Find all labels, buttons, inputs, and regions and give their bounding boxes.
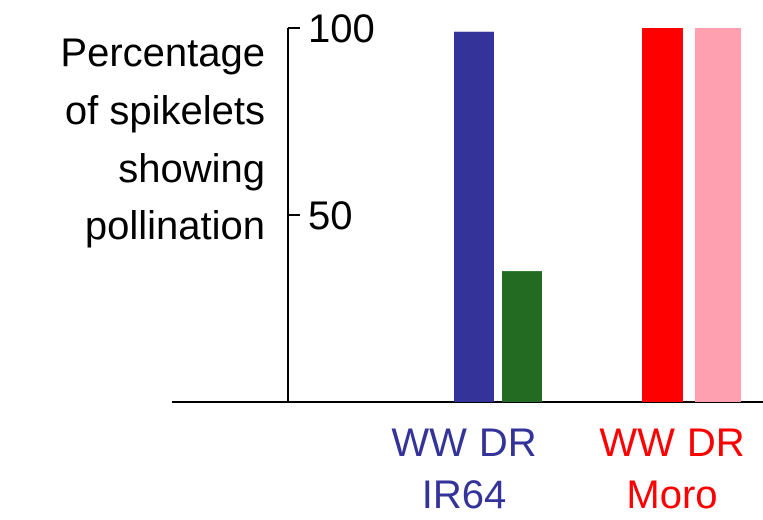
y-label-line: pollination — [85, 204, 265, 248]
bars — [454, 28, 741, 403]
bar-moro-dr — [695, 28, 741, 402]
bar-ir64-dr — [502, 271, 542, 402]
bar-moro-ww — [642, 28, 683, 402]
x-group-label: Moro — [626, 473, 717, 517]
x-bar-labels: WW DR — [599, 421, 744, 465]
x-bar-labels: WW DR — [391, 421, 536, 465]
y-ticks: 100 50 — [288, 7, 375, 238]
y-axis-label: Percentage of spikelets showing pollination — [60, 31, 265, 248]
bar-ir64-ww — [454, 31, 494, 403]
x-bar-label: DR — [479, 421, 537, 465]
x-bar-label: DR — [687, 421, 745, 465]
x-group-label: IR64 — [422, 473, 507, 517]
y-label-line: of spikelets — [65, 89, 265, 133]
y-tick-label: 50 — [308, 194, 353, 238]
x-bar-label: WW — [599, 421, 675, 465]
y-label-line: showing — [118, 147, 265, 191]
x-labels: WW DR IR64 WW DR Moro — [391, 421, 744, 517]
x-bar-label: WW — [391, 421, 467, 465]
y-label-line: Percentage — [60, 31, 265, 75]
y-tick-label: 100 — [308, 7, 375, 51]
